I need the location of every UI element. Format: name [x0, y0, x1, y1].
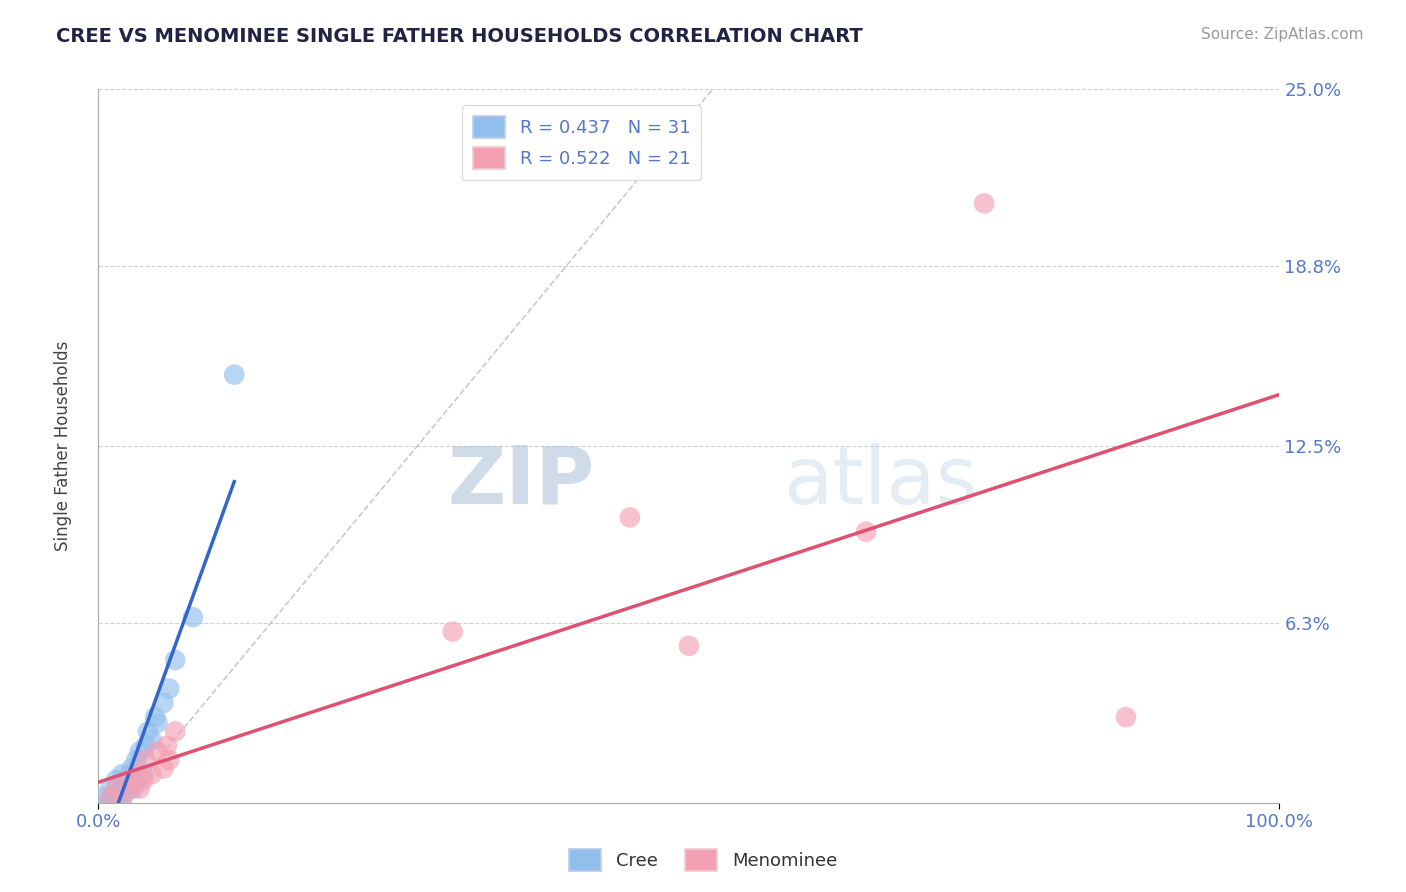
Point: [441, 624, 464, 639]
Point: [125, 753, 148, 767]
Point: [105, 781, 128, 796]
Point: [103, 787, 125, 801]
Point: [855, 524, 877, 539]
Point: [135, 753, 157, 767]
Point: [132, 767, 155, 781]
Point: [101, 796, 124, 810]
Point: [152, 762, 174, 776]
Point: [121, 762, 143, 776]
Point: [128, 744, 150, 758]
Point: [117, 781, 139, 796]
Point: [125, 767, 148, 781]
Text: Source: ZipAtlas.com: Source: ZipAtlas.com: [1201, 27, 1364, 42]
Point: [111, 767, 134, 781]
Text: ZIP: ZIP: [447, 442, 595, 521]
Point: [135, 739, 157, 753]
Point: [1115, 710, 1137, 724]
Legend: R = 0.437   N = 31, R = 0.522   N = 21: R = 0.437 N = 31, R = 0.522 N = 21: [461, 105, 702, 180]
Point: [120, 767, 142, 781]
Point: [97, 796, 120, 810]
Point: [93, 790, 115, 805]
Point: [143, 710, 166, 724]
Point: [128, 781, 150, 796]
Point: [146, 744, 169, 758]
Point: [678, 639, 700, 653]
Point: [224, 368, 246, 382]
Point: [973, 196, 995, 211]
Point: [132, 772, 155, 787]
Point: [136, 724, 159, 739]
Point: [165, 653, 187, 667]
Point: [157, 681, 180, 696]
Point: [152, 696, 174, 710]
Point: [108, 796, 131, 810]
Point: [141, 733, 163, 747]
Point: [112, 787, 135, 801]
Point: [105, 790, 128, 805]
Point: [127, 772, 149, 787]
Point: [98, 790, 121, 805]
Point: [121, 781, 143, 796]
Point: [146, 715, 169, 730]
Point: [156, 739, 179, 753]
Point: [105, 772, 128, 787]
Text: Single Father Households: Single Father Households: [55, 341, 72, 551]
Point: [105, 784, 128, 798]
Point: [98, 781, 121, 796]
Point: [181, 610, 204, 624]
Point: [114, 772, 136, 787]
Point: [117, 772, 139, 787]
Point: [157, 753, 180, 767]
Point: [619, 510, 641, 524]
Point: [165, 724, 187, 739]
Text: CREE VS MENOMINEE SINGLE FATHER HOUSEHOLDS CORRELATION CHART: CREE VS MENOMINEE SINGLE FATHER HOUSEHOL…: [56, 27, 863, 45]
Point: [111, 796, 134, 810]
Point: [111, 781, 134, 796]
Legend: Cree, Menominee: Cree, Menominee: [562, 842, 844, 879]
Text: atlas: atlas: [783, 442, 977, 521]
Point: [122, 781, 145, 796]
Point: [141, 767, 163, 781]
